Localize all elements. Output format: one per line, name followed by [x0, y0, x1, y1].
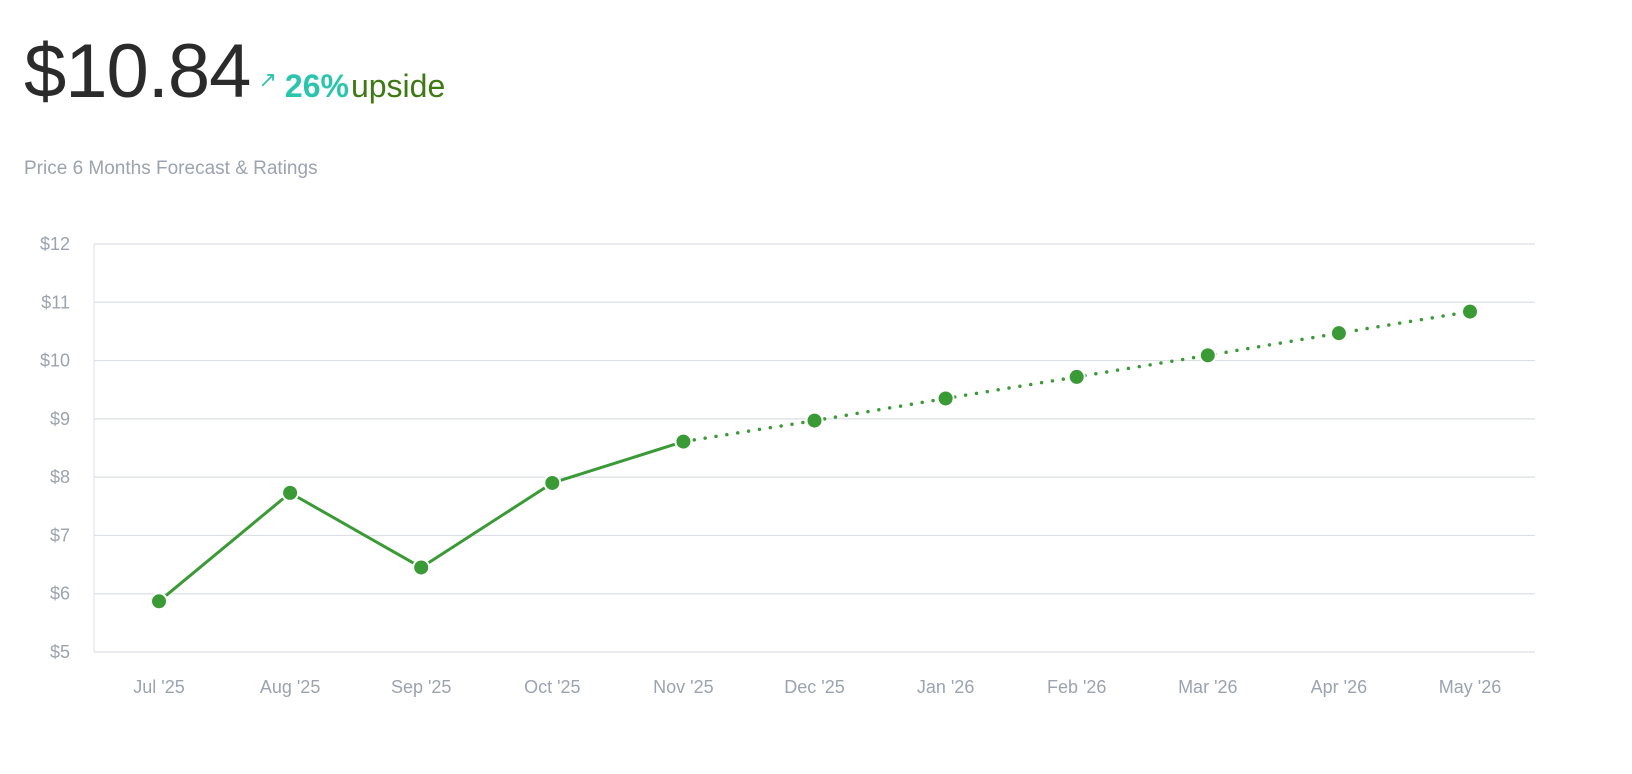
x-tick-label: Dec '25 [784, 677, 844, 697]
forecast-subtitle: Price 6 Months Forecast & Ratings [24, 158, 318, 179]
y-tick-label: $6 [50, 584, 70, 604]
data-point [281, 483, 300, 502]
data-point [412, 558, 431, 577]
y-tick-label: $5 [50, 642, 70, 662]
y-tick-label: $11 [41, 292, 70, 312]
x-tick-label: Apr '26 [1311, 677, 1367, 697]
x-tick-label: Aug '25 [260, 677, 321, 697]
upside-label: upside [350, 68, 446, 104]
data-point [936, 389, 955, 408]
y-tick-label: $9 [50, 409, 70, 429]
y-tick-label: $8 [50, 467, 70, 487]
data-point [1198, 346, 1217, 365]
x-tick-label: Jan '26 [917, 677, 974, 697]
y-tick-label: $12 [40, 234, 70, 254]
y-tick-label: $10 [40, 351, 70, 371]
data-point [674, 432, 693, 451]
data-point [805, 411, 824, 430]
x-tick-label: Nov '25 [653, 677, 713, 697]
data-point [150, 592, 168, 611]
data-point [1329, 324, 1348, 343]
x-tick-label: Feb '26 [1047, 677, 1106, 697]
x-tick-label: Oct '25 [524, 677, 580, 697]
target-price: $10.84 [24, 29, 251, 114]
arrow-up-right-icon: ↗ [258, 67, 277, 92]
data-point [1067, 367, 1086, 386]
x-tick-label: Jul '25 [133, 677, 184, 697]
x-tick-label: Mar '26 [1178, 677, 1237, 697]
upside-percent: 26% [284, 68, 349, 104]
history-line [157, 440, 685, 603]
y-tick-label: $7 [50, 525, 70, 545]
data-point [543, 473, 562, 492]
data-point [1461, 302, 1479, 321]
x-tick-label: Sep '25 [391, 677, 452, 697]
x-tick-label: May '26 [1439, 677, 1501, 697]
price-header: $10.84 ↗ 26% upside [24, 34, 445, 110]
